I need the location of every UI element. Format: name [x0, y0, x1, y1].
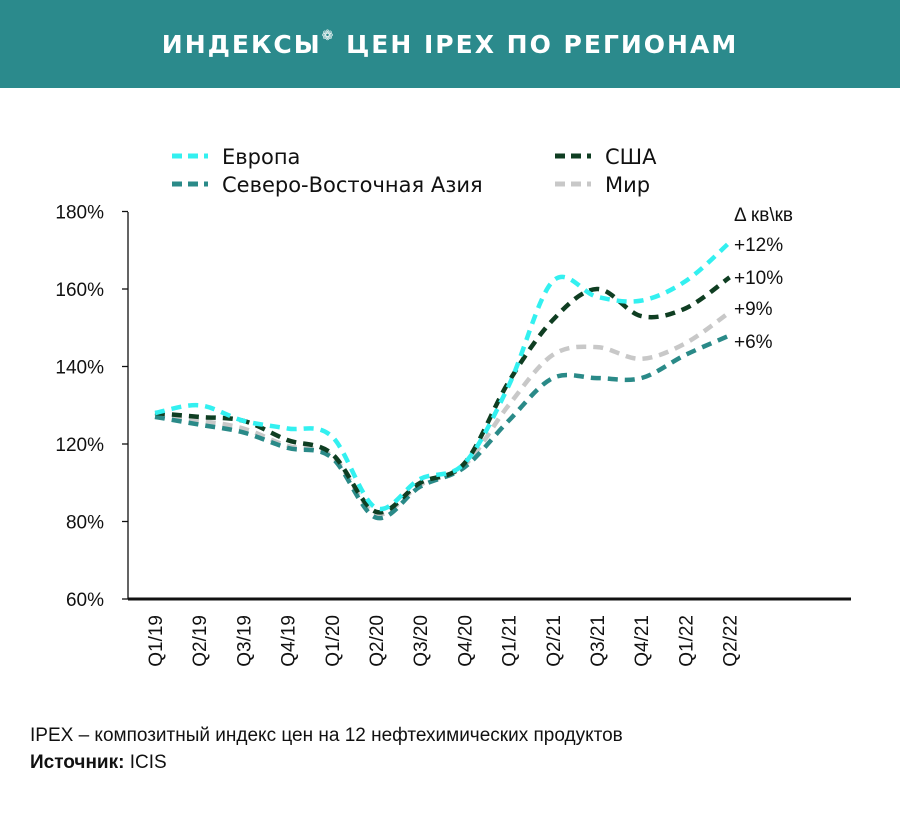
y-axis: 60% 80% 120% 140% 160% 180%: [55, 203, 129, 611]
series-line-world: [154, 310, 731, 517]
y-tick-label: 60%: [66, 590, 104, 611]
annotation-value: +6%: [734, 332, 773, 353]
y-tick-label: 140%: [55, 358, 104, 379]
y-tick-label: 120%: [55, 435, 104, 456]
x-tick-label: Q4/19: [279, 615, 300, 667]
x-tick-label: Q1/19: [146, 615, 167, 667]
qoq-annotations: Δ кв\кв +12% +10% +9% +6%: [734, 205, 793, 353]
series-lines: [154, 240, 732, 521]
legend-label-world: Мир: [605, 173, 650, 197]
source-label: Источник:: [30, 752, 125, 773]
source-value: ICIS: [124, 752, 167, 773]
x-tick-label: Q2/22: [721, 615, 742, 667]
legend-label-ne-asia: Северо-Восточная Азия: [222, 173, 483, 197]
x-tick-label: Q4/21: [632, 615, 653, 667]
series-line-europe: [154, 240, 732, 512]
footnote-definition: IPEX – композитный индекс цен на 12 нефт…: [30, 725, 623, 746]
x-axis: Q1/19 Q2/19 Q3/19 Q4/19 Q1/20 Q2/20 Q3/20 Q4/20…: [128, 597, 851, 667]
annotation-value: +9%: [734, 299, 773, 320]
title-rest: ЦЕН IPEX ПО РЕГИОНАМ: [335, 29, 739, 59]
title-main: ИНДЕКСЫ: [161, 29, 322, 59]
x-tick-label: Q1/21: [500, 615, 521, 667]
legend: Европа Северо-Восточная Азия США Мир: [172, 145, 657, 197]
x-tick-label: Q1/22: [676, 615, 697, 667]
x-tick-label: Q4/20: [455, 615, 476, 667]
x-tick-label: Q3/20: [411, 615, 432, 667]
legend-label-europe: Европа: [222, 145, 300, 169]
y-tick-label: 160%: [55, 280, 104, 301]
header-banner: ИНДЕКСЫ❁ ЦЕН IPEX ПО РЕГИОНАМ: [0, 0, 900, 88]
x-tick-label: Q2/19: [190, 615, 211, 667]
y-tick-label: 180%: [55, 203, 104, 224]
x-tick-label: Q2/21: [544, 615, 565, 667]
flower-icon: ❁: [321, 27, 336, 44]
x-tick-label: Q3/19: [234, 615, 255, 667]
x-tick-label: Q3/21: [588, 615, 609, 667]
y-tick-label: 80%: [66, 513, 104, 534]
annotation-header: Δ кв\кв: [734, 205, 793, 226]
series-line-usa: [154, 275, 731, 515]
x-tick-label: Q2/20: [367, 615, 388, 667]
footnotes: IPEX – композитный индекс цен на 12 нефт…: [30, 722, 623, 776]
annotation-value: +12%: [734, 235, 783, 256]
x-tick-label: Q1/20: [323, 615, 344, 667]
annotation-value: +10%: [734, 268, 783, 289]
legend-label-usa: США: [605, 145, 657, 169]
page-title: ИНДЕКСЫ❁ ЦЕН IPEX ПО РЕГИОНАМ: [161, 27, 739, 59]
ipex-line-chart: Европа Северо-Восточная Азия США Мир 60% 80%…: [55, 145, 851, 667]
footnote-source: Источник: ICIS: [30, 749, 623, 776]
